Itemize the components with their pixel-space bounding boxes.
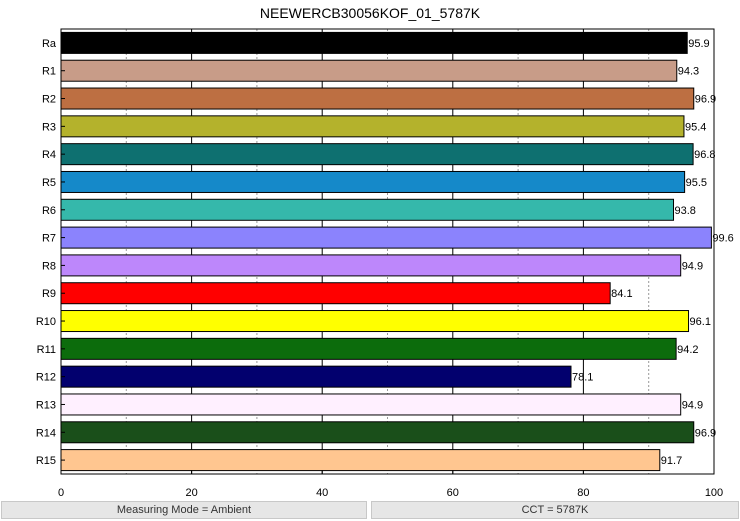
bar-r6 [60,198,675,221]
value-label: 84.1 [611,288,632,300]
value-label: 94.2 [677,344,698,356]
bar-r4 [60,143,694,166]
category-label: R9 [42,288,56,300]
bar-r11 [60,337,677,360]
category-label: R14 [36,427,56,439]
x-tick-label: 100 [705,487,723,499]
plot-frame [60,28,715,475]
x-tick-label: 20 [185,487,197,499]
category-label: R3 [42,121,56,133]
bar-r1 [60,59,678,82]
value-label: 95.4 [685,121,706,133]
bar-r9 [60,282,611,305]
value-label: 94.9 [682,260,703,272]
value-label: 94.3 [678,66,699,78]
value-label: 95.9 [688,38,709,50]
bar-r8 [60,254,682,277]
value-label: 96.1 [690,316,711,328]
bar-r15 [60,449,661,472]
value-label: 91.7 [661,455,682,467]
value-label: 96.9 [695,94,716,106]
category-label: R4 [42,149,56,161]
bar-r5 [60,170,686,193]
category-label: R2 [42,94,56,106]
category-label: R5 [42,177,56,189]
category-label: Ra [42,38,57,50]
category-label: R8 [42,260,56,272]
category-label: R6 [42,205,56,217]
value-label: 96.8 [694,149,715,161]
category-label: R11 [37,344,56,356]
value-label: 94.9 [682,399,703,411]
category-label: R12 [36,372,56,384]
value-label: 95.5 [686,177,707,189]
x-tick-label: 60 [447,487,459,499]
bar-r13 [60,393,682,416]
value-label: 93.8 [675,205,696,217]
bar-r3 [60,115,685,138]
category-label: R1 [42,66,56,78]
bar-r10 [60,310,690,333]
measuring-mode-panel: Measuring Mode = Ambient [1,501,367,519]
bar-r14 [60,421,695,444]
value-label: 99.6 [712,233,733,245]
bar-ra [60,31,688,54]
bar-r7 [60,226,712,249]
x-tick-label: 40 [316,487,328,499]
category-label: R7 [42,233,56,245]
cct-panel: CCT = 5787K [371,501,739,519]
category-label: R15 [36,455,56,467]
value-label: 78.1 [572,372,593,384]
value-label: 96.9 [695,427,716,439]
bar-r12 [60,365,572,388]
chart-title: NEEWERCB30056KOF_01_5787K [259,5,481,21]
category-label: R13 [36,399,56,411]
category-label: R10 [36,316,56,328]
x-tick-label: 0 [58,487,64,499]
x-tick-label: 80 [577,487,589,499]
bar-r2 [60,87,695,110]
